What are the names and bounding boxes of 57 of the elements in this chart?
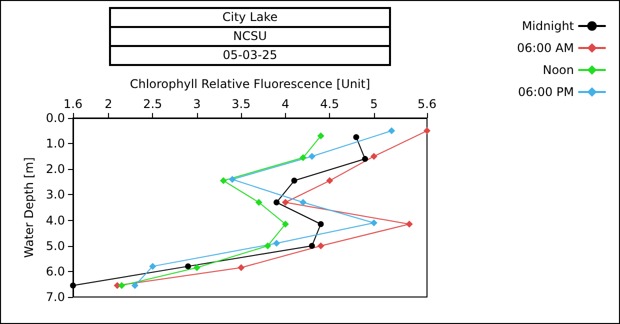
point	[118, 282, 126, 289]
point	[193, 264, 200, 272]
x-tick-label: 3	[193, 97, 201, 111]
point	[185, 263, 192, 270]
point	[406, 220, 413, 228]
point	[362, 156, 368, 162]
point	[70, 282, 76, 288]
point	[282, 220, 289, 228]
point	[318, 221, 324, 228]
y-axis-title: Water Depth [m]	[22, 157, 36, 258]
point	[220, 177, 227, 184]
x-tick-label: 2.5	[143, 97, 162, 111]
x-tick-label: 2	[104, 97, 112, 111]
x-tick-label: 1.6	[63, 97, 83, 111]
y-tick-label: 6.0	[46, 264, 65, 278]
x-tick-label: 4.5	[320, 97, 340, 111]
point	[326, 177, 334, 184]
chart-title: City Lake	[109, 7, 391, 28]
point	[255, 198, 262, 206]
point	[370, 219, 378, 226]
x-tick-label: 4	[282, 97, 290, 111]
legend-label: 06:00 AM	[517, 41, 574, 55]
point	[308, 242, 315, 249]
x-tick-label: 3.5	[232, 97, 251, 111]
point	[238, 264, 245, 272]
legend-label: Noon	[542, 63, 574, 77]
x-axis-title: Chlorophyll Relative Fluorescence [Unit]	[130, 77, 370, 91]
x-tick-label: 5.6	[417, 97, 437, 111]
point	[131, 282, 138, 289]
point	[300, 198, 307, 206]
point	[300, 154, 307, 162]
y-tick-label: 5.0	[46, 238, 65, 253]
point	[291, 178, 298, 184]
chart-subtitle: NCSU	[109, 26, 391, 47]
y-tick-label: 2.0	[46, 162, 65, 176]
point	[388, 127, 396, 134]
point	[308, 152, 316, 160]
y-tick-label: 1.0	[46, 136, 65, 151]
point	[317, 242, 324, 250]
y-tick-label: 0.0	[46, 111, 65, 125]
point	[228, 176, 236, 183]
point	[317, 132, 324, 140]
point	[282, 198, 289, 206]
point	[264, 242, 272, 250]
point	[370, 152, 378, 160]
point	[273, 240, 280, 247]
y-tick-label: 7.0	[46, 290, 65, 304]
point	[353, 134, 360, 140]
point	[424, 127, 430, 134]
legend-label: Midnight	[522, 19, 574, 33]
y-tick-label: 3.0	[46, 188, 65, 202]
x-tick-label: 5	[370, 97, 378, 111]
y-tick-label: 4.0	[46, 213, 65, 228]
legend-label: 06:00 PM	[518, 85, 574, 99]
text: 05-03-25	[109, 45, 391, 66]
point	[149, 262, 156, 270]
point	[274, 199, 280, 206]
